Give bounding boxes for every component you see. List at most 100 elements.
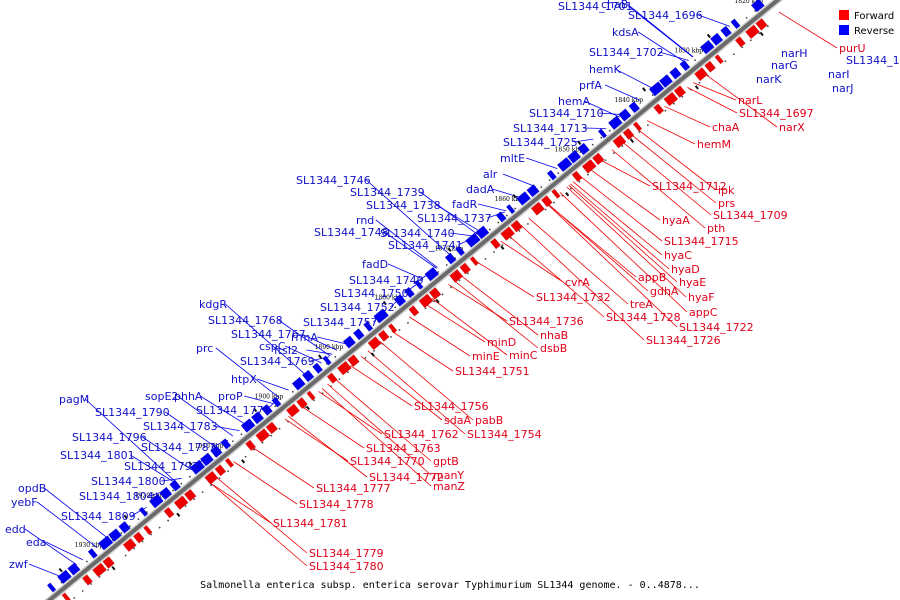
tick-mark bbox=[613, 152, 615, 155]
feature-marker bbox=[500, 245, 505, 250]
reverse-gene-glyph bbox=[516, 191, 531, 206]
tick-mark bbox=[124, 554, 127, 557]
forward-gene-label: gdhA bbox=[650, 285, 679, 298]
forward-gene-label: SL1344_1756 bbox=[414, 400, 489, 413]
feature-marker bbox=[694, 85, 699, 90]
forward-gene-glyph bbox=[61, 592, 71, 600]
reverse-leader-line bbox=[161, 478, 182, 482]
tick-mark bbox=[458, 279, 461, 282]
feature-marker bbox=[706, 33, 711, 39]
reverse-leader-line bbox=[131, 506, 147, 517]
reverse-leader-line bbox=[384, 231, 437, 269]
forward-leader-line bbox=[588, 168, 661, 221]
reverse-leader-line bbox=[28, 563, 63, 578]
forward-gene-glyph bbox=[183, 488, 197, 502]
reverse-leader-line bbox=[278, 319, 331, 357]
feature-marker bbox=[58, 568, 63, 573]
reverse-gene-label: SL1344_1809 bbox=[61, 510, 136, 523]
reverse-gene-glyph bbox=[607, 115, 623, 131]
reverse-gene-label: SL1344_1804 bbox=[79, 490, 154, 503]
forward-leader-line bbox=[636, 128, 717, 191]
forward-leader-line bbox=[208, 481, 308, 567]
tick-mark bbox=[240, 433, 243, 436]
tick-mark bbox=[218, 477, 221, 480]
reverse-leader-line bbox=[584, 100, 621, 118]
tick-mark bbox=[180, 482, 183, 485]
forward-gene-glyph bbox=[459, 262, 472, 275]
tick-mark bbox=[304, 406, 307, 409]
tick-mark bbox=[261, 441, 264, 444]
reverse-gene-glyph bbox=[658, 74, 674, 88]
reverse-gene-label: pagM bbox=[59, 393, 89, 406]
forward-gene-label: SL1344_1726 bbox=[646, 334, 721, 347]
tick-mark bbox=[591, 143, 594, 146]
forward-leader-line bbox=[321, 388, 432, 487]
tick-mark bbox=[518, 230, 521, 232]
reverse-gene-glyph bbox=[189, 459, 206, 475]
reverse-leader-line bbox=[301, 333, 338, 351]
forward-gene-glyph bbox=[592, 152, 605, 166]
tick-mark bbox=[484, 258, 487, 260]
reverse-leader-line bbox=[306, 349, 333, 355]
forward-gene-glyph bbox=[132, 531, 145, 544]
forward-gene-glyph bbox=[296, 397, 308, 410]
forward-gene-glyph bbox=[490, 237, 501, 250]
forward-leader-line bbox=[599, 159, 651, 187]
reverse-gene-glyph bbox=[291, 376, 306, 391]
reverse-leader-line bbox=[626, 3, 694, 58]
tick-mark bbox=[407, 321, 409, 324]
tick-mark bbox=[188, 475, 191, 478]
forward-leader-line bbox=[546, 203, 678, 328]
reverse-leader-line bbox=[43, 487, 109, 540]
reverse-gene-label: SL1344_1701 bbox=[558, 0, 633, 13]
tick-mark bbox=[497, 221, 500, 224]
tick-mark bbox=[86, 560, 88, 563]
tick-mark bbox=[137, 518, 140, 521]
forward-gene-glyph bbox=[255, 428, 271, 443]
reverse-leader-line bbox=[366, 179, 452, 257]
reverse-gene-label: htpX bbox=[231, 373, 257, 386]
reverse-gene-label: SL1344_1800 bbox=[91, 475, 166, 488]
feature-marker bbox=[317, 354, 323, 359]
reverse-leader-line bbox=[615, 68, 655, 90]
forward-gene-glyph bbox=[122, 538, 137, 552]
tick-mark bbox=[270, 434, 272, 437]
feature-marker bbox=[188, 461, 193, 466]
reverse-gene-label: edd bbox=[5, 523, 26, 536]
forward-leader-line bbox=[459, 274, 539, 336]
forward-gene-label: narL bbox=[738, 94, 763, 107]
forward-gene-glyph bbox=[612, 134, 627, 149]
reverse-gene-label: kdsA bbox=[612, 26, 639, 39]
reverse-gene-label: SL1344_1746 bbox=[296, 174, 371, 187]
forward-gene-glyph bbox=[245, 439, 257, 452]
reverse-gene-label: hemK bbox=[589, 63, 621, 76]
tick-mark bbox=[621, 145, 624, 148]
reverse-gene-glyph bbox=[679, 59, 691, 72]
forward-gene-label: hyaF bbox=[688, 291, 715, 304]
reverse-gene-label: SL1344_1787 bbox=[141, 441, 216, 454]
forward-gene-label: hemM bbox=[697, 138, 731, 151]
reverse-gene-glyph bbox=[720, 25, 732, 38]
reverse-gene-label: yebF bbox=[11, 496, 38, 509]
reverse-gene-label: SL1344_1750 bbox=[334, 287, 409, 300]
forward-gene-glyph bbox=[734, 36, 746, 48]
reverse-gene-label: SL1344_1801 bbox=[60, 449, 135, 462]
reverse-leader-line bbox=[215, 347, 280, 399]
forward-gene-label: SL1344_1770 bbox=[350, 455, 425, 468]
forward-gene-glyph bbox=[81, 574, 93, 586]
reverse-gene-glyph bbox=[454, 245, 466, 257]
forward-gene-glyph bbox=[204, 470, 219, 485]
forward-gene-glyph bbox=[704, 60, 716, 73]
forward-gene-label: dsbB bbox=[540, 342, 567, 355]
tick-mark bbox=[450, 286, 452, 289]
tick-mark bbox=[120, 532, 123, 535]
tick-mark bbox=[758, 32, 761, 35]
reverse-leader-line bbox=[583, 127, 607, 129]
forward-gene-label: SL1344_1736 bbox=[509, 315, 584, 328]
tick-mark bbox=[557, 172, 560, 175]
reverse-gene-glyph bbox=[220, 438, 232, 450]
reverse-gene-glyph bbox=[546, 169, 557, 181]
feature-marker bbox=[176, 512, 181, 517]
tick-label: 1920 kbp bbox=[135, 492, 164, 499]
tick-mark bbox=[313, 399, 315, 402]
